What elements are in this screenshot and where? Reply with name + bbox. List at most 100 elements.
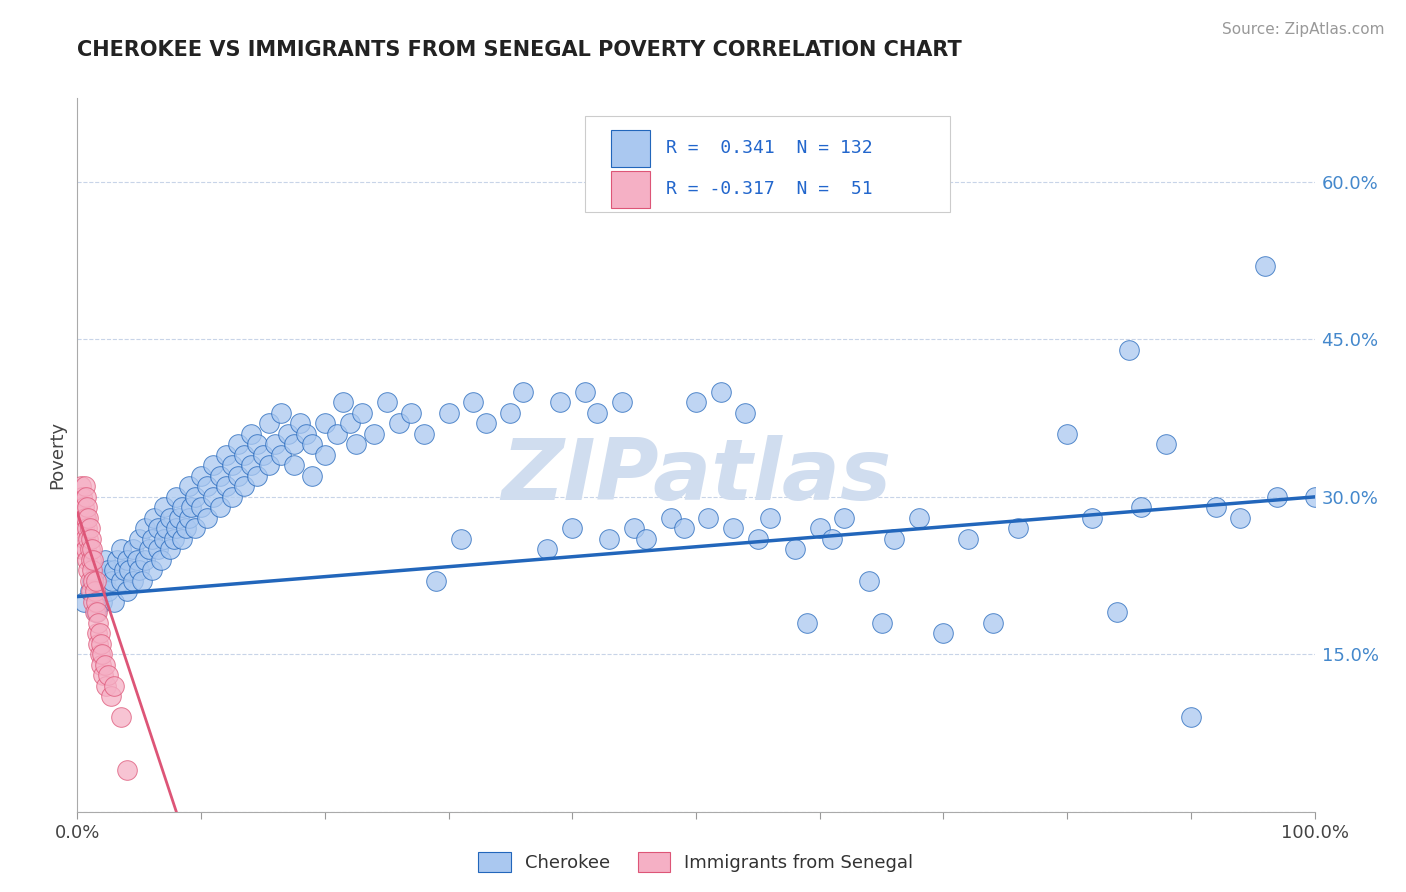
Point (97, 668, 120, 682)
Text: R =  0.341  N = 132: R = 0.341 N = 132 (666, 139, 873, 157)
Point (87, 637, 110, 651)
Point (574, 384, 596, 399)
Point (84, 574, 107, 588)
Point (93, 553, 115, 567)
Point (463, 395, 485, 409)
Point (270, 448, 292, 462)
Point (883, 532, 905, 546)
Text: R = -0.317  N =  51: R = -0.317 N = 51 (666, 180, 873, 198)
Point (314, 417, 336, 431)
Point (450, 532, 472, 546)
Point (1154, 437, 1177, 451)
Point (82, 542, 104, 557)
Point (118, 563, 141, 577)
Point (252, 448, 274, 462)
Legend: Cherokee, Immigrants from Senegal: Cherokee, Immigrants from Senegal (470, 843, 922, 881)
Point (1205, 500, 1227, 515)
Point (907, 511, 929, 525)
Point (82, 574, 104, 588)
Point (474, 417, 496, 431)
Point (80, 532, 103, 546)
Text: Source: ZipAtlas.com: Source: ZipAtlas.com (1222, 22, 1385, 37)
Point (77, 563, 100, 577)
Point (932, 626, 955, 640)
Point (77, 511, 100, 525)
Point (82, 595, 104, 609)
Point (202, 490, 225, 504)
Point (146, 542, 169, 557)
Point (208, 500, 231, 515)
Point (499, 406, 522, 420)
Point (783, 542, 806, 557)
Point (277, 426, 299, 441)
Point (131, 574, 153, 588)
Point (167, 511, 190, 525)
Point (195, 479, 218, 493)
Point (350, 406, 373, 420)
Point (80, 553, 103, 567)
Point (1180, 710, 1202, 724)
Point (165, 490, 187, 504)
Point (73, 532, 96, 546)
Point (1056, 426, 1078, 441)
Point (257, 458, 280, 473)
Point (87, 615, 110, 630)
Point (93, 574, 115, 588)
Point (115, 553, 138, 567)
Point (76, 500, 98, 515)
Point (796, 615, 818, 630)
Point (1130, 500, 1153, 515)
Point (326, 426, 349, 441)
Point (155, 521, 177, 535)
Point (246, 437, 269, 451)
Point (146, 521, 169, 535)
Point (295, 426, 318, 441)
Point (115, 763, 138, 777)
Point (125, 553, 148, 567)
Point (134, 553, 156, 567)
Point (314, 448, 336, 462)
Y-axis label: Poverty: Poverty (48, 421, 66, 489)
Point (153, 500, 176, 515)
Point (89, 648, 111, 662)
Point (283, 458, 305, 473)
Point (1254, 259, 1277, 273)
Point (437, 406, 460, 420)
Point (76, 521, 98, 535)
Point (721, 521, 744, 535)
Point (73, 479, 96, 493)
Point (128, 563, 150, 577)
Point (215, 448, 238, 462)
Point (159, 511, 181, 525)
Point (128, 532, 150, 546)
Point (425, 574, 447, 588)
Point (184, 490, 207, 504)
Point (215, 479, 238, 493)
Point (598, 532, 620, 546)
Point (512, 384, 534, 399)
Point (747, 532, 769, 546)
Point (141, 532, 163, 546)
Point (89, 626, 111, 640)
Point (103, 563, 125, 577)
Point (264, 437, 287, 451)
Point (150, 553, 173, 567)
Point (77, 532, 100, 546)
Point (73, 511, 96, 525)
Point (834, 511, 856, 525)
Point (163, 532, 186, 546)
Point (401, 406, 423, 420)
Point (536, 542, 558, 557)
Point (710, 384, 733, 399)
Point (1303, 490, 1326, 504)
Point (91, 595, 114, 609)
Point (90, 637, 112, 651)
Point (69, 500, 91, 515)
Point (221, 490, 243, 504)
Point (76, 553, 98, 567)
Point (165, 521, 187, 535)
Point (226, 469, 249, 483)
Point (190, 469, 212, 483)
Point (91, 668, 114, 682)
Point (184, 521, 207, 535)
